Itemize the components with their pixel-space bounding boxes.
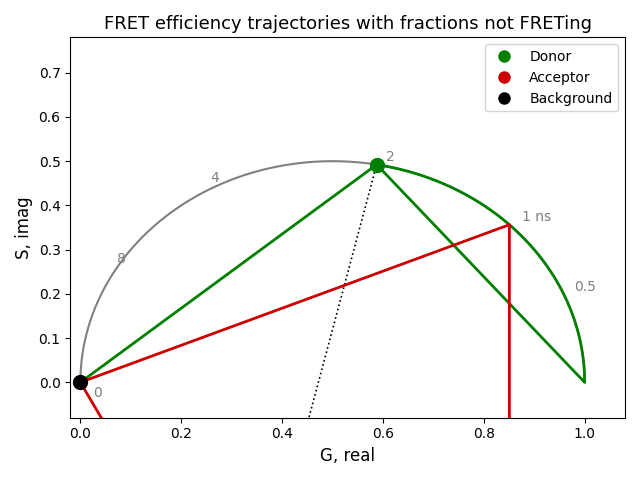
Text: 0.5: 0.5 [575, 280, 596, 294]
Text: 1 ns: 1 ns [522, 210, 551, 224]
Legend: Donor, Acceptor, Background: Donor, Acceptor, Background [485, 44, 618, 111]
Text: 4: 4 [211, 171, 219, 185]
Text: 8: 8 [116, 252, 125, 266]
Title: FRET efficiency trajectories with fractions not FRETing: FRET efficiency trajectories with fracti… [104, 15, 591, 33]
X-axis label: G, real: G, real [320, 447, 375, 465]
Text: 2: 2 [386, 150, 394, 164]
Point [76, 379, 86, 386]
Text: 0: 0 [93, 386, 102, 400]
Point [372, 161, 382, 168]
Y-axis label: S, imag: S, imag [15, 196, 33, 259]
